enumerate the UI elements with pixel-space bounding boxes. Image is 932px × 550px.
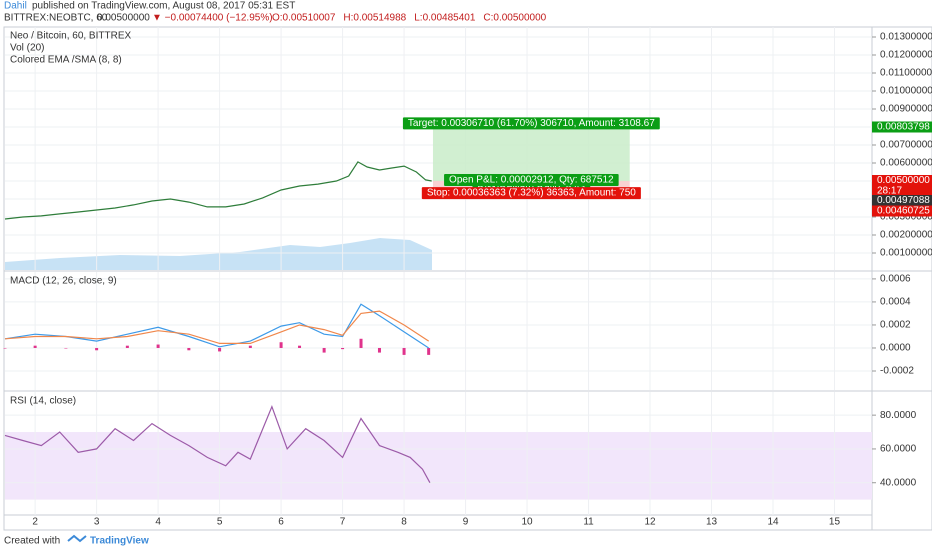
price-flag-label: 0.00460725 [877, 206, 930, 217]
y-tick-label: 0.0002 [880, 320, 911, 331]
price-flag-label: 28:17 [877, 186, 902, 197]
x-tick-label: 15 [829, 517, 841, 528]
histogram-bar [95, 347, 99, 351]
x-tick-label: 3 [94, 517, 100, 528]
y-tick-label: 0.00700000 [880, 140, 932, 151]
rsi-band [5, 432, 872, 500]
stop-label-box [421, 187, 641, 200]
target-label: Target: 0.00306710 (61.70%) 306710, Amou… [408, 118, 655, 129]
x-tick-label: 2 [32, 517, 38, 528]
pane-title: MACD (12, 26, close, 9) [10, 276, 117, 287]
histogram-bar [3, 347, 7, 349]
histogram-bar [125, 345, 129, 348]
logo [67, 534, 87, 543]
histogram-bar [218, 347, 222, 352]
pane-title: RSI (14, close) [10, 396, 76, 407]
price-flag [872, 205, 932, 217]
symbol: BITTREX:NEOBTC, 60 [4, 13, 108, 24]
histogram-bar [341, 347, 345, 350]
histogram-bar [156, 344, 160, 348]
pnl-label-box [444, 174, 619, 187]
y-tick-label: 0.0000 [880, 343, 911, 354]
y-tick-label: 0.01100000 [880, 68, 932, 79]
x-tick-label: 10 [521, 517, 533, 528]
y-tick-label: 0.01000000 [880, 86, 932, 97]
x-tick-label: 13 [706, 517, 718, 528]
y-tick-label: 0.0004 [880, 297, 911, 308]
series-line [4, 161, 432, 220]
x-tick-label: 8 [401, 517, 407, 528]
y-tick-label: -0.0002 [880, 366, 914, 377]
x-tick-label: 11 [583, 517, 594, 528]
published: published on TradingView.com, August 08,… [32, 1, 295, 12]
histogram-bar [279, 342, 283, 348]
author[interactable]: Dahil [4, 1, 27, 12]
y-tick-label: 0.0006 [880, 274, 911, 285]
x-tick-label: 9 [463, 517, 469, 528]
price-flag-label: 0.00500000 [877, 175, 930, 186]
histogram-bar [33, 345, 37, 348]
volume-area [5, 238, 432, 270]
histogram-bar [377, 347, 381, 353]
histogram-bar [322, 347, 326, 353]
ohlc-value: H:0.00514988 [343, 13, 406, 24]
footer-created: Created with [4, 536, 60, 547]
price-flag-label: 0.00497088 [877, 195, 930, 206]
last: 0.00500000 [97, 13, 150, 24]
price-flag [872, 121, 932, 133]
histogram-bar [427, 347, 431, 355]
y-tick-label: 60.0000 [880, 444, 917, 455]
pane-title: Neo / Bitcoin, 60, BITTREX [10, 31, 131, 42]
price-flag-label: 0.00803798 [877, 122, 930, 133]
y-tick-label: 40.0000 [880, 477, 917, 488]
x-tick-label: 6 [278, 517, 284, 528]
ohlc-value: O:0.00510007 [272, 13, 336, 24]
x-tick-label: 7 [340, 517, 346, 528]
price-flag [872, 185, 932, 197]
y-tick-label: 0.00300000 [880, 212, 932, 223]
series-line [4, 303, 430, 349]
ohlc-value: L:0.00485401 [414, 13, 476, 24]
y-tick-label: 0.00900000 [880, 104, 932, 115]
target-label-box [402, 117, 660, 130]
x-tick-label: 4 [155, 517, 161, 528]
series-line [4, 310, 430, 344]
histogram-bar [248, 345, 252, 348]
indicator-label: Vol (20) [10, 43, 44, 54]
y-tick-label: 0.00600000 [880, 158, 932, 169]
histogram-bar [298, 345, 302, 348]
histogram-bar [187, 347, 191, 351]
series-line [4, 405, 431, 483]
target-zone [432, 126, 630, 182]
chart-frame [3, 26, 932, 531]
change: ▼ −0.00074400 (−12.95%) [152, 13, 273, 24]
histogram-bar [359, 338, 363, 348]
ohlc-value: C:0.00500000 [483, 13, 546, 24]
price-flag [872, 175, 932, 186]
y-tick-label: 0.01200000 [880, 50, 932, 61]
y-tick-label: 0.00200000 [880, 230, 932, 241]
x-tick-label: 5 [217, 517, 223, 528]
price-flag [872, 195, 932, 206]
indicator-label: Colored EMA /SMA (8, 8) [10, 55, 122, 66]
x-tick-label: 12 [644, 517, 656, 528]
footer-brand[interactable]: TradingView [90, 536, 149, 547]
y-tick-label: 0.00100000 [880, 248, 932, 259]
y-tick-label: 80.0000 [880, 410, 917, 421]
x-tick-label: 14 [767, 517, 779, 528]
stop-label: Stop: 0.00036363 (7.32%) 36363, Amount: … [427, 188, 636, 199]
pnl-label: Open P&L: 0.00002912, Qty: 687512 [449, 175, 614, 186]
histogram-bar [402, 347, 406, 355]
histogram-bar [64, 347, 68, 349]
y-tick-label: 0.01300000 [880, 32, 932, 43]
